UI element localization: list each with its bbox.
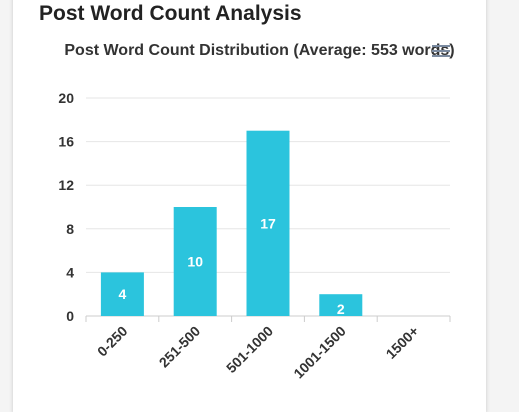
data-label: 10 [187,254,203,270]
bar [319,294,363,316]
hamburger-menu-icon[interactable] [431,44,451,58]
page-heading: Post Word Count Analysis [39,2,302,25]
x-tick-label: 0-250 [94,323,131,360]
data-label: 2 [337,301,345,317]
bar [173,207,217,316]
data-label: 17 [260,215,276,231]
chart-title: Post Word Count Distribution (Average: 5… [64,42,455,59]
x-tick-label: 501-1000 [223,323,276,376]
y-tick-label: 8 [66,221,74,237]
data-label: 4 [119,286,127,302]
bar [246,130,290,316]
y-tick-label: 16 [58,134,74,150]
bar [100,272,144,316]
y-tick-label: 20 [58,90,74,106]
y-tick-label: 4 [66,264,74,280]
y-tick-label: 0 [66,308,74,324]
x-tick-label: 1500+ [383,323,422,362]
x-tick-label: 1001-1500 [290,323,349,382]
y-tick-label: 12 [58,177,74,193]
x-tick-label: 251-500 [156,323,204,371]
